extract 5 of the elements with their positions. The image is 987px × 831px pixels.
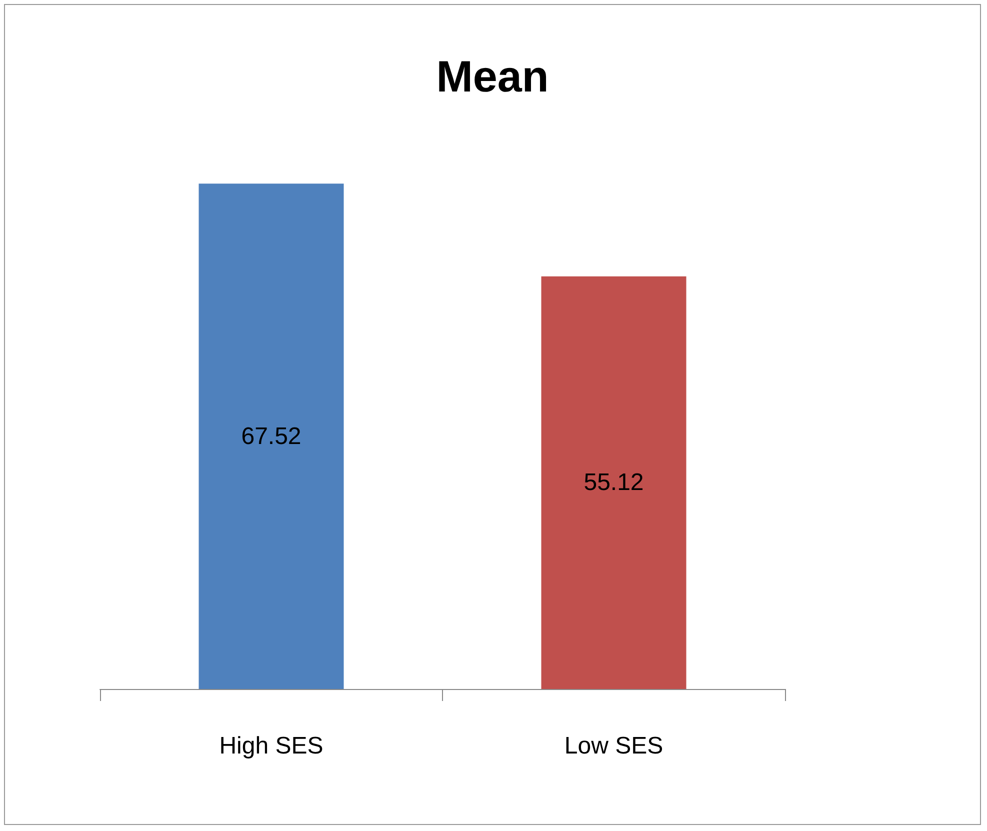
- x-tick-label: Low SES: [564, 732, 664, 760]
- data-label: 67.52: [241, 422, 302, 450]
- x-tick-label: High SES: [219, 732, 324, 760]
- chart-title: Mean: [436, 52, 549, 102]
- data-label: 55.12: [584, 469, 644, 496]
